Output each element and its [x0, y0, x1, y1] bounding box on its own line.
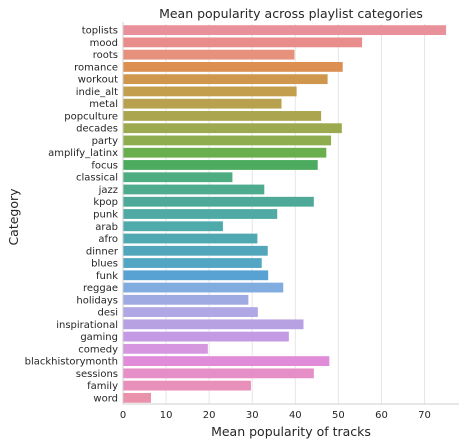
- y-tick-label: dinner: [86, 246, 119, 257]
- bar: [123, 356, 330, 366]
- y-tick-label: comedy: [78, 344, 118, 355]
- x-tick-label: 60: [375, 410, 388, 421]
- bar: [123, 172, 233, 183]
- bar: [123, 319, 304, 330]
- bar: [123, 184, 265, 195]
- bar: [123, 160, 318, 170]
- chart-title: Mean popularity across playlist categori…: [159, 6, 423, 21]
- y-tick-label: metal: [89, 99, 118, 110]
- x-tick-label: 50: [332, 410, 345, 421]
- x-tick-label: 30: [246, 410, 259, 421]
- y-tick-label: word: [93, 393, 118, 404]
- y-tick-label: popculture: [64, 111, 118, 122]
- bar: [123, 380, 251, 391]
- y-tick-label: holidays: [76, 295, 118, 306]
- bar: [123, 331, 289, 342]
- x-axis-label: Mean popularity of tracks: [211, 424, 371, 439]
- bar: [123, 196, 314, 207]
- y-tick-label: inspirational: [56, 320, 118, 331]
- bar: [123, 270, 269, 281]
- y-tick-label: funk: [96, 271, 118, 282]
- bar: [123, 86, 297, 97]
- y-axis-label: Category: [6, 188, 21, 246]
- y-tick-label: romance: [74, 62, 118, 73]
- y-tick-label: mood: [90, 38, 118, 49]
- bar: [123, 147, 327, 158]
- y-tick-label: amplify_latinx: [48, 148, 118, 159]
- bar: [123, 25, 447, 36]
- y-tick-label: roots: [93, 50, 118, 61]
- y-tick-label: indie_alt: [76, 87, 118, 98]
- bar: [123, 135, 332, 146]
- bar: [123, 233, 258, 244]
- bar: [123, 392, 151, 403]
- bar: [123, 74, 328, 85]
- y-tick-label: decades: [76, 124, 118, 135]
- bar: [123, 245, 268, 256]
- y-tick-label: afro: [98, 234, 118, 245]
- bar: [123, 37, 363, 48]
- x-tick-label: 0: [120, 410, 126, 421]
- y-tick-label: party: [92, 136, 119, 147]
- x-tick-label: 40: [289, 410, 302, 421]
- bar: [123, 294, 249, 305]
- bar: [123, 111, 322, 121]
- x-tick-label: 20: [203, 410, 216, 421]
- y-tick-label: reggae: [83, 283, 118, 294]
- y-tick-label: workout: [78, 75, 118, 86]
- bar: [123, 258, 262, 268]
- bar: [123, 62, 343, 72]
- x-tick-labels: 0 10 20 30 40 50 60 70: [120, 410, 431, 421]
- bar: [123, 282, 284, 293]
- bar: [123, 368, 314, 379]
- bar: [123, 49, 295, 60]
- y-tick-label: classical: [76, 173, 118, 184]
- bar: [123, 221, 223, 232]
- bar: [123, 307, 258, 317]
- y-tick-label: blackhistorymonth: [25, 357, 118, 368]
- bar: [123, 343, 208, 354]
- bar: [123, 123, 342, 134]
- bar: [123, 98, 282, 109]
- y-tick-label: focus: [91, 160, 118, 171]
- x-tick-label: 10: [160, 410, 173, 421]
- y-tick-label: family: [87, 381, 118, 392]
- y-tick-label: toplists: [82, 26, 118, 37]
- y-tick-label: punk: [93, 210, 118, 221]
- y-tick-label: jazz: [98, 185, 118, 196]
- bar: [123, 209, 278, 219]
- y-tick-label: blues: [91, 259, 118, 270]
- axes: [122, 22, 459, 405]
- y-tick-label: kpop: [93, 197, 118, 208]
- x-tick-label: 70: [418, 410, 431, 421]
- y-tick-label: gaming: [80, 332, 118, 343]
- bars: [123, 25, 447, 403]
- y-tick-label: desi: [98, 308, 119, 319]
- y-tick-label: arab: [95, 222, 118, 233]
- y-tick-label: sessions: [76, 369, 118, 380]
